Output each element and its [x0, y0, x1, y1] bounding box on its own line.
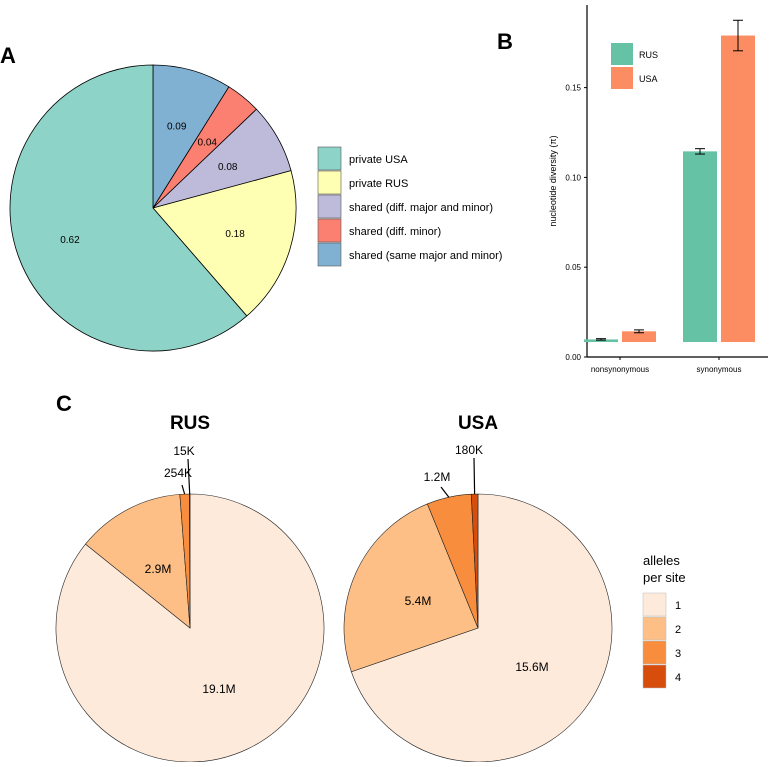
pie-chart-a: 0.09 0.04 0.08 0.18 0.62: [9, 64, 297, 352]
bar-chart-b: 0.00 0.05 0.10 0.15 nucleotide diversity (π)…: [548, 5, 768, 374]
panel-b: B 0.00 0.05 0.10 0.15 nucleotide diversity (…: [497, 5, 768, 374]
legend-a: private USA private RUS shared (diff. majo…: [317, 146, 502, 267]
pie-chart-rus: RUS 19.1M 2.9M 254K 15K: [55, 413, 325, 763]
panel-label-a: A: [0, 43, 16, 68]
pie-title: USA: [458, 413, 498, 434]
pie-value-label: 1.2M: [424, 470, 451, 484]
leader-line: [440, 486, 450, 498]
bar-rus-synonymous: [683, 151, 717, 342]
leader-line: [181, 484, 186, 495]
pie-title: RUS: [170, 413, 210, 434]
legend-c-title-1: alleles: [643, 553, 680, 568]
pie-a-value-label: 0.09: [167, 122, 187, 133]
legend-b-swatch: [611, 43, 633, 65]
legend-a-label: private RUS: [349, 178, 408, 190]
legend-b-label: RUS: [639, 50, 658, 60]
panel-label-c: C: [56, 391, 72, 416]
y-tick-label: 0.05: [565, 263, 581, 272]
legend-c-label: 1: [675, 600, 681, 612]
y-tick-label: 0.15: [565, 84, 581, 93]
legend-a-label: shared (same major and minor): [349, 250, 502, 262]
legend-c-title-2: per site: [643, 570, 686, 585]
legend-b-label: USA: [639, 74, 658, 84]
pie-value-label: 15.6M: [515, 660, 548, 674]
bar-rus-nonsynonymous: [584, 339, 618, 342]
pie-value-label: 2.9M: [145, 562, 172, 576]
bar-usa-synonymous: [721, 35, 755, 343]
pie-value-label: 5.4M: [405, 594, 432, 608]
panel-a: A 0.090.040.080.180.62 private USAprivat…: [0, 43, 502, 352]
legend-c-label: 4: [675, 672, 681, 684]
pie-a-value-label: 0.04: [198, 138, 218, 149]
pie-value-label: 19.1M: [202, 682, 235, 696]
pie-a-value-label: 0.62: [60, 235, 80, 246]
legend-a-label: shared (diff. minor): [349, 226, 441, 238]
legend-c: alleles per site 1 2 3 4: [642, 553, 686, 689]
legend-a-swatch: [317, 194, 342, 219]
pie-slice-2: [343, 503, 479, 673]
panel-c: C RUS 19.1M 2.9M 254K 15K USA 15.6M 5.4M 1.2M 18…: [55, 391, 686, 763]
pie-a-value-label: 0.18: [225, 229, 245, 240]
pie-slice-1: [350, 493, 613, 763]
x-tick-label: synonymous: [697, 365, 742, 374]
y-tick-label: 0.10: [565, 173, 581, 182]
leader-line: [187, 458, 191, 495]
legend-a-swatch: [317, 218, 342, 243]
legend-c-swatch: [642, 592, 667, 617]
pie-a-slice-1: [152, 170, 297, 317]
y-tick-label: 0.00: [565, 353, 581, 362]
legend-c-label: 3: [675, 648, 681, 660]
pie-chart-usa: USA 15.6M 5.4M 1.2M 180K: [343, 413, 613, 763]
pie-a-slice-4: [152, 64, 230, 210]
pie-a-value-label: 0.08: [218, 162, 238, 173]
panel-label-b: B: [497, 29, 513, 54]
legend-c-swatch: [642, 640, 667, 665]
pie-value-label: 254K: [164, 466, 192, 480]
legend-c-label: 2: [675, 624, 681, 636]
pie-value-label: 180K: [455, 443, 483, 457]
legend-a-swatch: [317, 146, 342, 171]
y-axis-title: nucleotide diversity (π): [548, 135, 558, 226]
legend-a-swatch: [317, 170, 342, 195]
legend-a-swatch: [317, 242, 342, 267]
legend-c-swatch: [642, 664, 667, 689]
legend-a-label: shared (diff. major and minor): [349, 202, 493, 214]
legend-b-swatch: [611, 67, 633, 89]
pie-a-slice-0: [9, 64, 248, 352]
leader-line: [473, 457, 476, 495]
legend-a-label: private USA: [349, 154, 408, 166]
pie-value-label: 15K: [173, 444, 194, 458]
legend-c-swatch: [642, 616, 667, 641]
x-tick-label: nonsynonymous: [591, 365, 649, 374]
pie-slice-2: [85, 494, 191, 629]
bar-usa-nonsynonymous: [622, 331, 656, 342]
